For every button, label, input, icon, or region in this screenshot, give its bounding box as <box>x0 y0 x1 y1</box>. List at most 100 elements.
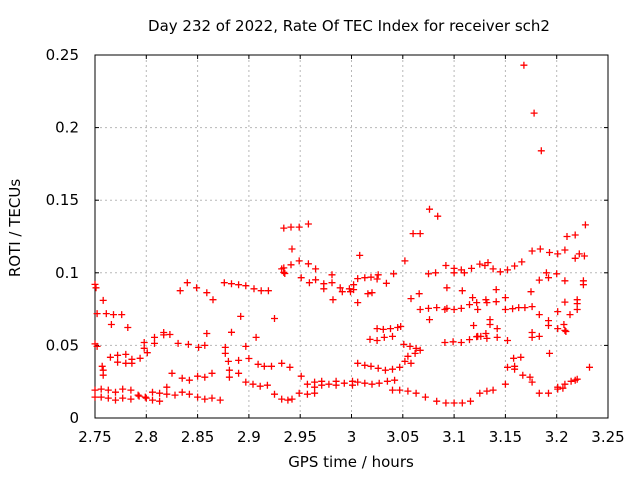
data-point <box>184 340 192 348</box>
data-point <box>237 312 245 320</box>
data-point <box>119 394 127 402</box>
data-point <box>107 321 115 328</box>
series-ROTI <box>91 61 593 407</box>
data-point <box>469 294 477 302</box>
data-point <box>92 284 100 292</box>
data-point <box>178 374 186 382</box>
data-point <box>112 388 119 396</box>
data-point <box>178 388 186 396</box>
data-point <box>254 360 262 368</box>
data-point <box>561 298 569 306</box>
data-point <box>561 380 569 388</box>
data-point <box>312 265 320 273</box>
data-point <box>433 304 441 312</box>
data-point <box>537 147 545 155</box>
data-point <box>328 279 336 287</box>
data-point <box>426 316 433 324</box>
data-point <box>288 245 296 253</box>
data-point <box>379 325 387 333</box>
data-point <box>416 306 424 313</box>
data-point <box>412 344 420 352</box>
data-point <box>504 337 511 344</box>
x-tick-label: 2.75 <box>78 428 111 446</box>
data-point <box>278 359 286 367</box>
x-tick-label: 3.25 <box>591 428 624 446</box>
data-point <box>151 333 158 341</box>
data-point <box>400 340 408 348</box>
tick-label-layer: 2.75 2.8 2.85 2.9 2.95 3 3.05 3.1 3.15 3.2 3.25 0 0.… <box>46 46 625 446</box>
data-point <box>245 355 253 362</box>
data-point <box>97 393 105 401</box>
x-axis-label: GPS time / hours <box>288 453 414 471</box>
x-tick-label: 2.95 <box>283 428 316 446</box>
data-point <box>268 362 275 370</box>
data-point <box>483 334 491 342</box>
x-tick-label: 3 <box>347 428 357 446</box>
data-point <box>104 394 112 402</box>
data-point <box>91 386 99 394</box>
data-point <box>354 359 362 367</box>
data-point <box>141 393 149 401</box>
data-point <box>221 343 229 351</box>
data-point <box>450 269 458 277</box>
data-point <box>208 369 216 377</box>
data-point <box>474 306 482 313</box>
data-point <box>416 230 424 238</box>
data-point <box>536 245 544 253</box>
data-point <box>573 300 581 308</box>
data-point <box>443 304 451 312</box>
data-point <box>278 395 286 403</box>
data-point <box>504 266 511 274</box>
data-point <box>571 231 579 239</box>
data-point <box>311 389 319 397</box>
data-point <box>425 270 432 278</box>
data-point <box>260 362 268 370</box>
data-point <box>171 391 179 399</box>
data-point <box>373 275 381 283</box>
data-point <box>328 271 336 279</box>
data-point <box>110 311 117 319</box>
data-point <box>501 306 509 313</box>
data-point <box>354 275 362 283</box>
data-point <box>143 349 151 357</box>
data-point <box>91 280 99 288</box>
data-point <box>340 379 348 387</box>
data-point <box>504 363 511 371</box>
data-point <box>361 274 369 282</box>
data-point <box>114 351 122 359</box>
data-point <box>528 333 536 341</box>
data-point <box>242 282 250 290</box>
data-point <box>468 264 475 272</box>
data-point <box>561 246 569 254</box>
data-point <box>98 362 106 370</box>
data-point <box>554 385 562 393</box>
data-point <box>203 330 211 337</box>
data-point <box>318 377 326 385</box>
data-point <box>486 321 494 328</box>
data-point <box>373 337 381 344</box>
data-point <box>367 273 375 281</box>
data-point <box>374 364 382 372</box>
data-point <box>563 233 571 240</box>
data-point <box>151 339 158 347</box>
data-point <box>367 362 375 370</box>
data-point <box>235 281 243 289</box>
data-point <box>394 324 402 331</box>
data-point <box>284 396 292 404</box>
data-point <box>511 365 519 373</box>
data-point <box>134 391 142 399</box>
data-point <box>102 310 110 318</box>
data-point <box>580 252 588 260</box>
data-point <box>397 323 405 330</box>
data-point <box>228 328 235 336</box>
data-point <box>492 298 500 306</box>
y-tick-label: 0.05 <box>46 336 79 354</box>
data-point <box>404 387 412 395</box>
data-point <box>526 373 534 381</box>
data-point <box>571 376 579 384</box>
data-point <box>579 281 587 289</box>
data-point <box>338 288 346 296</box>
data-point <box>235 356 243 364</box>
